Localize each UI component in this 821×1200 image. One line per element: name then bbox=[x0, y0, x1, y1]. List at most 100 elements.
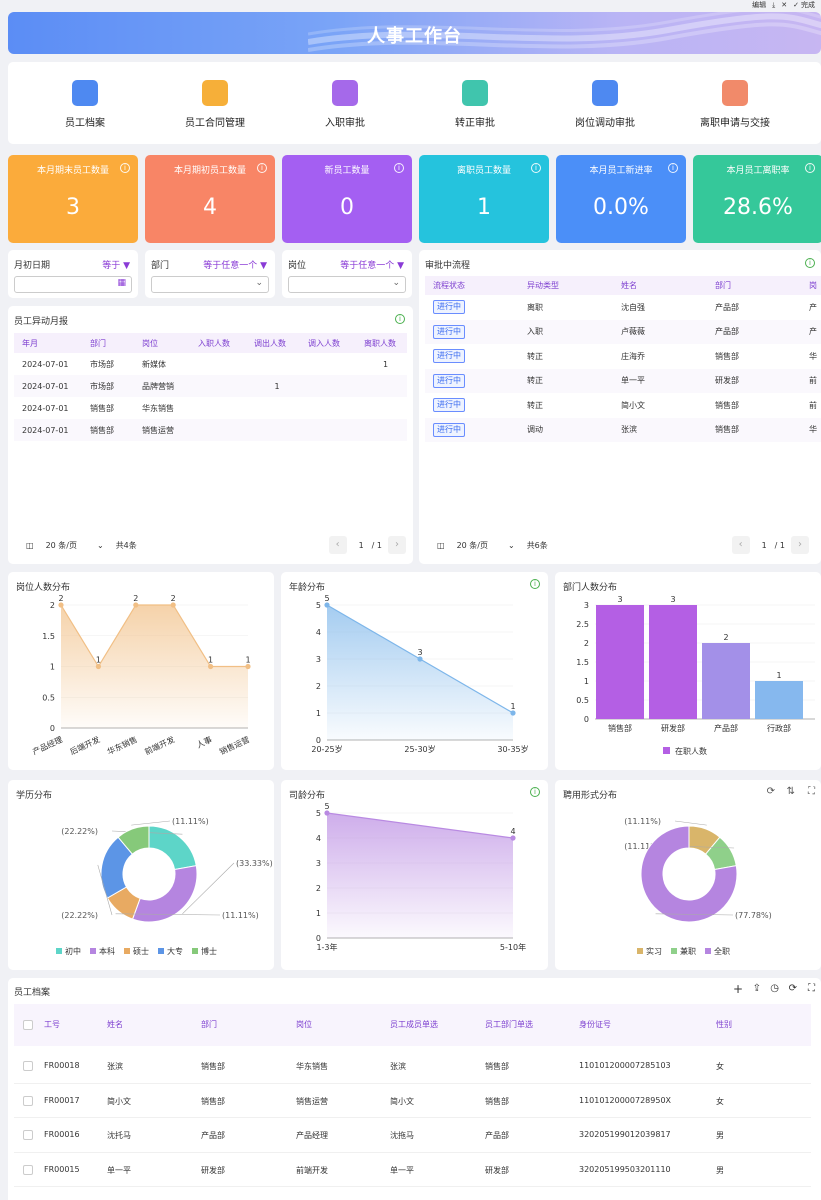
chevron-down-icon[interactable]: ⌄ bbox=[507, 540, 515, 550]
row-checkbox[interactable] bbox=[23, 1095, 33, 1106]
info-icon[interactable]: i bbox=[257, 163, 267, 173]
data-point[interactable] bbox=[95, 663, 101, 670]
filter-dept-operator[interactable]: 等于任意一个 ▼ bbox=[203, 261, 267, 271]
info-icon[interactable]: i bbox=[805, 163, 815, 173]
table-row[interactable]: 进行中 入职 卢薇薇 产品部 产 bbox=[425, 319, 821, 344]
prev-page-button[interactable]: ‹ bbox=[731, 536, 750, 554]
data-point[interactable] bbox=[324, 810, 330, 816]
pie-slice[interactable] bbox=[131, 865, 198, 923]
table-row[interactable]: 2024-07-01 市场部 品牌营销 1 bbox=[14, 375, 407, 397]
current-page[interactable]: 1 bbox=[761, 540, 767, 550]
status-badge[interactable]: 进行中 bbox=[433, 324, 465, 339]
add-icon[interactable]: + bbox=[732, 982, 743, 996]
filter-post-operator[interactable]: 等于任意一个 ▼ bbox=[340, 261, 404, 271]
status-badge[interactable]: 进行中 bbox=[433, 300, 465, 315]
download-icon[interactable]: ⤓ bbox=[772, 0, 776, 9]
table-row[interactable]: 2024-07-01 销售部 销售运营 bbox=[14, 419, 407, 441]
column-header[interactable]: 姓名 bbox=[613, 276, 707, 295]
pie-slice[interactable] bbox=[117, 825, 150, 855]
close-icon[interactable]: ✕ bbox=[781, 1, 788, 9]
table-row[interactable]: 进行中 转正 庄海乔 销售部 华 bbox=[425, 344, 821, 369]
row-checkbox[interactable] bbox=[23, 1130, 33, 1140]
bar[interactable] bbox=[649, 605, 697, 719]
legend-label[interactable]: 初中 bbox=[65, 946, 81, 956]
column-header[interactable]: 调入人数 bbox=[300, 333, 356, 353]
info-icon[interactable]: i bbox=[395, 314, 405, 324]
column-header[interactable]: 员工部门单选 bbox=[485, 1020, 533, 1029]
column-header[interactable]: 流程状态 bbox=[425, 276, 519, 295]
column-header[interactable]: 身份证号 bbox=[579, 1020, 611, 1029]
column-header[interactable]: 离职人数 bbox=[356, 333, 407, 353]
column-header[interactable]: 异动类型 bbox=[519, 276, 613, 295]
status-badge[interactable]: 进行中 bbox=[433, 398, 465, 413]
page-size-select[interactable]: 20 条/页 bbox=[456, 540, 488, 550]
table-row[interactable]: FR00017 简小文 销售部 销售运营 简小文 销售部 110101200007289​5… bbox=[14, 1084, 811, 1118]
legend-label[interactable]: 本科 bbox=[99, 946, 115, 956]
legend-label[interactable]: 大专 bbox=[167, 946, 183, 956]
info-icon[interactable]: i bbox=[530, 787, 540, 797]
column-header[interactable]: 工号 bbox=[44, 1020, 60, 1029]
column-header[interactable]: 部门 bbox=[82, 333, 134, 353]
history-icon[interactable]: ◷ bbox=[770, 983, 779, 994]
table-row[interactable]: FR00018 张滨 销售部 华东销售 张滨 销售部 110101200007285103 女 bbox=[14, 1049, 811, 1084]
next-page-button[interactable]: › bbox=[791, 536, 809, 554]
export-icon[interactable]: ⇪ bbox=[752, 983, 761, 994]
data-point[interactable] bbox=[417, 656, 423, 662]
legend-label[interactable]: 博士 bbox=[201, 946, 217, 956]
nav-item-onboarding-shield[interactable]: 入职审批 bbox=[280, 62, 410, 144]
info-icon[interactable]: i bbox=[531, 163, 541, 173]
columns-icon[interactable]: ◫ bbox=[437, 540, 445, 550]
legend-label[interactable]: 硕士 bbox=[133, 946, 149, 956]
column-header[interactable]: 姓名 bbox=[107, 1020, 123, 1029]
done-button[interactable]: ✓ 完成 bbox=[793, 0, 815, 10]
select-all-checkbox[interactable] bbox=[23, 1020, 33, 1030]
column-header[interactable]: 岗位 bbox=[134, 333, 190, 353]
row-checkbox[interactable] bbox=[23, 1061, 33, 1071]
next-page-button[interactable]: › bbox=[388, 536, 406, 554]
data-point[interactable] bbox=[324, 602, 330, 608]
nav-item-employee-file[interactable]: 员工档案 bbox=[20, 62, 150, 144]
columns-icon[interactable]: ◫ bbox=[26, 540, 34, 550]
legend-label[interactable]: 实习 bbox=[646, 946, 662, 956]
status-badge[interactable]: 进行中 bbox=[433, 373, 465, 388]
row-checkbox[interactable] bbox=[23, 1164, 33, 1175]
page-size-select[interactable]: 20 条/页 bbox=[45, 540, 77, 550]
refresh-icon[interactable]: ⟳ bbox=[788, 983, 797, 994]
bar[interactable] bbox=[596, 605, 644, 719]
data-point[interactable] bbox=[510, 710, 516, 716]
table-row[interactable]: 进行中 调动 张滨 销售部 华 bbox=[425, 417, 821, 442]
pie-slice[interactable] bbox=[148, 825, 197, 871]
legend-label[interactable]: 在职人数 bbox=[675, 746, 707, 756]
bar[interactable] bbox=[702, 643, 750, 719]
date-input[interactable]: ▦ bbox=[14, 276, 132, 293]
table-row[interactable]: 进行中 离职 沈自强 产品部 产 bbox=[425, 295, 821, 320]
refresh-icon[interactable]: ⟳ bbox=[766, 786, 775, 797]
table-row[interactable]: FR00015 单一平 研发部 前端开发 单一平 研发部 32020519950320111… bbox=[14, 1153, 811, 1187]
info-icon[interactable]: i bbox=[530, 579, 540, 589]
legend-label[interactable]: 兼职 bbox=[680, 946, 696, 956]
calendar-icon[interactable]: ▦ bbox=[117, 278, 126, 288]
column-header[interactable]: 调出人数 bbox=[246, 333, 300, 353]
edit-button[interactable]: 编辑 bbox=[752, 1, 767, 9]
data-point[interactable] bbox=[510, 835, 516, 841]
sort-icon[interactable]: ⇅ bbox=[786, 786, 795, 797]
bar[interactable] bbox=[755, 681, 803, 719]
data-point[interactable] bbox=[208, 663, 214, 670]
nav-item-contract[interactable]: 员工合同管理 bbox=[150, 62, 280, 144]
column-header[interactable]: 部门 bbox=[201, 1020, 217, 1029]
nav-item-resign[interactable]: 离职申请与交接 bbox=[670, 62, 800, 144]
prev-page-button[interactable]: ‹ bbox=[328, 536, 347, 554]
column-header[interactable]: 员工成员单选 bbox=[390, 1020, 438, 1029]
info-icon[interactable]: i bbox=[805, 258, 815, 268]
table-row[interactable]: 进行中 转正 单一平 研发部 前 bbox=[425, 368, 821, 393]
info-icon[interactable]: i bbox=[668, 163, 678, 173]
chevron-down-icon[interactable]: ⌄ bbox=[96, 540, 104, 550]
table-row[interactable]: 2024-07-01 市场部 新媒体 1 bbox=[14, 353, 407, 375]
table-row[interactable]: FR00016 沈托马 产品部 产品经理 沈拖马 产品部 32020519901203981… bbox=[14, 1118, 811, 1153]
fullscreen-icon[interactable]: ⛶ bbox=[808, 786, 815, 797]
status-badge[interactable]: 进行中 bbox=[433, 422, 465, 437]
dept-select[interactable]: ⌄ bbox=[151, 276, 269, 293]
current-page[interactable]: 1 bbox=[358, 540, 364, 550]
filter-date-operator[interactable]: 等于 ▼ bbox=[102, 261, 130, 271]
legend-label[interactable]: 全职 bbox=[714, 946, 730, 956]
